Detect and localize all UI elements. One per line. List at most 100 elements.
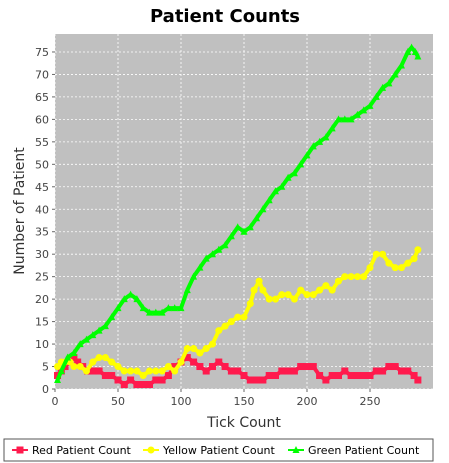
data-point: [164, 372, 172, 380]
data-point: [372, 92, 380, 100]
data-point: [158, 308, 166, 316]
data-point: [215, 358, 223, 366]
data-point: [209, 340, 216, 348]
data-point: [209, 363, 216, 371]
data-point: [284, 291, 292, 299]
series-circle: [54, 246, 422, 380]
data-point: [183, 354, 191, 362]
data-point: [196, 263, 204, 271]
data-point: [303, 363, 311, 371]
x-axis-label: Tick Count: [206, 415, 281, 431]
data-point: [171, 363, 179, 371]
series-layer: [54, 43, 422, 389]
data-point: [335, 277, 342, 285]
data-point: [253, 214, 261, 222]
y-tick-label: 60: [35, 113, 49, 126]
data-point: [74, 358, 82, 366]
data-point: [404, 47, 412, 55]
series-triangle: [54, 43, 422, 384]
data-point: [70, 349, 78, 357]
y-tick-label: 15: [35, 316, 49, 329]
data-point: [353, 372, 361, 380]
legend-item: Green Patient Count: [288, 444, 420, 457]
data-point: [410, 372, 418, 380]
data-point: [89, 331, 97, 339]
data-point: [278, 182, 286, 190]
data-point: [108, 358, 116, 366]
data-point: [328, 286, 336, 294]
data-point: [347, 372, 355, 380]
data-point: [408, 43, 416, 51]
data-point: [152, 308, 160, 316]
data-point: [240, 313, 248, 321]
data-point: [246, 376, 254, 384]
data-point: [303, 291, 311, 299]
x-tick-label: 150: [234, 395, 255, 408]
data-point: [341, 367, 349, 375]
data-point: [89, 367, 97, 375]
legend-label: Red Patient Count: [32, 444, 132, 457]
y-tick-label: 40: [35, 203, 49, 216]
data-point: [341, 273, 349, 281]
x-axis-ticks: 0 50 100 150 200 250: [52, 389, 381, 408]
data-point: [398, 367, 405, 375]
data-point: [328, 124, 336, 132]
data-point: [101, 322, 109, 330]
data-point: [290, 295, 298, 303]
data-point: [70, 363, 78, 371]
data-point: [372, 250, 380, 258]
data-point: [215, 327, 223, 335]
data-point: [215, 245, 223, 253]
data-point: [240, 372, 248, 380]
data-point: [297, 286, 305, 294]
y-tick-label: 10: [35, 338, 49, 351]
data-point: [164, 363, 172, 371]
data-point: [190, 358, 198, 366]
data-point: [411, 47, 419, 55]
data-point: [255, 277, 263, 285]
data-point: [259, 205, 267, 213]
data-point: [322, 133, 330, 141]
data-point: [83, 367, 90, 375]
data-point: [95, 354, 103, 362]
data-point: [414, 246, 422, 254]
data-point: [202, 367, 210, 375]
data-point: [108, 372, 116, 380]
data-point: [272, 295, 279, 303]
data-point: [360, 273, 368, 281]
data-point: [234, 313, 242, 321]
data-point: [414, 52, 422, 60]
data-point: [133, 367, 141, 375]
data-point: [227, 232, 235, 240]
data-point: [120, 367, 128, 375]
data-point: [127, 290, 135, 298]
data-point: [360, 106, 368, 114]
data-point: [89, 358, 97, 366]
data-point: [196, 349, 204, 357]
data-point: [297, 363, 305, 371]
data-point: [398, 61, 405, 69]
legend-label: Green Patient Count: [308, 444, 420, 457]
data-point: [101, 354, 109, 362]
data-point: [259, 286, 267, 294]
data-point: [284, 173, 292, 181]
data-point: [404, 259, 412, 267]
data-point: [297, 160, 305, 168]
x-tick-label: 250: [360, 395, 381, 408]
data-point: [366, 101, 374, 109]
data-point: [335, 372, 342, 380]
data-point: [240, 227, 248, 235]
data-point: [284, 367, 292, 375]
y-axis-label: Number of Patient: [12, 147, 28, 275]
data-point: [341, 115, 349, 123]
data-point: [322, 376, 330, 384]
data-point: [309, 363, 317, 371]
y-tick-label: 30: [35, 248, 49, 261]
data-point: [139, 372, 147, 380]
data-point: [360, 372, 368, 380]
data-point: [253, 376, 261, 384]
data-point: [309, 142, 317, 150]
data-point: [177, 358, 185, 366]
data-point: [202, 254, 210, 262]
